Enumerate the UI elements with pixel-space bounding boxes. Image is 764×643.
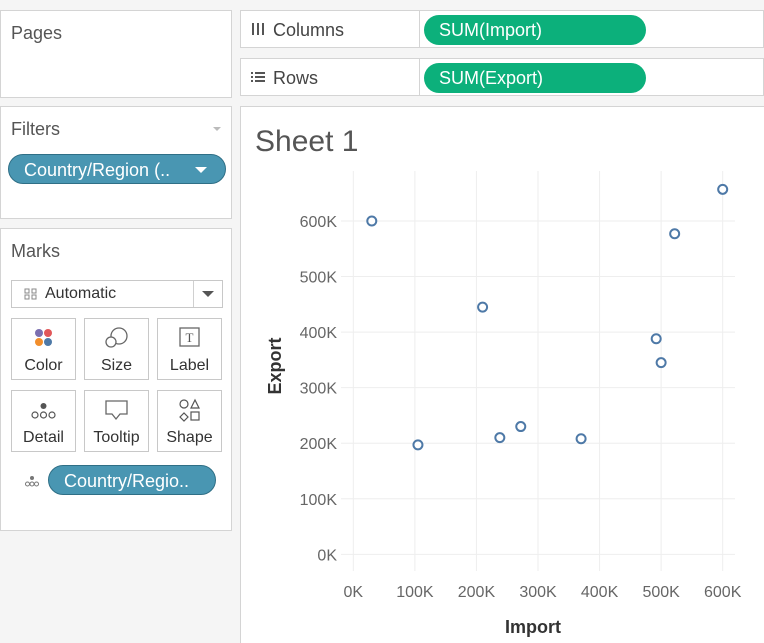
tooltip-label: Tooltip	[93, 429, 140, 446]
rows-divider	[419, 59, 420, 95]
columns-pill-label: SUM(Import)	[439, 20, 542, 40]
detail-pill-label: Country/Regio..	[64, 471, 190, 491]
size-button[interactable]: Size	[84, 318, 149, 380]
filter-pill-label: Country/Region (..	[24, 160, 171, 180]
label-label: Label	[169, 357, 210, 374]
filters-title: Filters	[11, 119, 60, 139]
x-tick-label: 100K	[396, 584, 434, 601]
y-tick-label: 100K	[300, 492, 338, 509]
detail-button[interactable]: Detail	[11, 390, 76, 452]
y-tick-label: 400K	[300, 325, 338, 342]
data-point[interactable]	[412, 439, 424, 451]
x-tick-label: 0K	[344, 584, 364, 601]
tooltip-button[interactable]: Tooltip	[84, 390, 149, 452]
shape-button[interactable]: Shape	[157, 390, 222, 452]
x-tick-label: 500K	[642, 584, 680, 601]
columns-shelf[interactable]: Columns SUM(Import)	[240, 10, 764, 48]
size-label: Size	[100, 357, 133, 374]
data-point[interactable]	[717, 183, 729, 195]
detail-label: Detail	[23, 429, 64, 446]
y-tick-label: 200K	[300, 436, 338, 453]
data-point[interactable]	[494, 432, 506, 444]
color-icon	[35, 329, 52, 346]
filter-pill-country-region[interactable]: Country/Region (..	[8, 154, 226, 184]
label-icon: T	[179, 327, 200, 347]
pages-title: Pages	[11, 23, 63, 43]
x-tick-label: 600K	[704, 584, 742, 601]
rows-pill-label: SUM(Export)	[439, 68, 544, 88]
y-tick-label: 0K	[317, 547, 337, 564]
size-icon	[105, 327, 128, 348]
marks-title: Marks	[11, 241, 60, 261]
detail-field-icon	[25, 476, 39, 487]
data-point[interactable]	[650, 333, 662, 345]
rows-icon	[251, 72, 265, 82]
scatter-chart[interactable]: 0K 100K 200K 300K 400K 500K 600K 0K 100K 200K 300K…	[241, 107, 764, 643]
automatic-mark-icon	[24, 288, 37, 300]
sheet-title: Sheet 1	[255, 125, 359, 158]
y-tick-label: 500K	[300, 270, 338, 287]
y-axis-title: Export	[265, 337, 285, 394]
detail-pill-country-region[interactable]: Country/Regio..	[48, 465, 216, 495]
mark-type-divider	[193, 281, 194, 307]
columns-divider	[419, 11, 420, 47]
data-point[interactable]	[366, 215, 378, 227]
rows-shelf[interactable]: Rows SUM(Export)	[240, 58, 764, 96]
data-point[interactable]	[515, 421, 527, 433]
marks-card: Marks Automatic Color Size T	[0, 228, 232, 531]
svg-text:T: T	[186, 330, 194, 345]
shape-label: Shape	[166, 429, 213, 446]
x-axis-title: Import	[505, 617, 561, 637]
data-point[interactable]	[575, 433, 587, 445]
chevron-down-icon[interactable]	[202, 291, 214, 297]
columns-pill-sum-import[interactable]: SUM(Import)	[424, 15, 646, 45]
shape-icon	[179, 398, 200, 422]
chevron-down-icon[interactable]	[195, 167, 207, 173]
data-point[interactable]	[655, 357, 667, 369]
tooltip-icon	[105, 400, 128, 421]
x-tick-label: 200K	[458, 584, 496, 601]
sheet-view[interactable]: Sheet 1 0K 100K 200K 300K 400K 500K 600K 0K 100K…	[240, 106, 764, 643]
rows-pill-sum-export[interactable]: SUM(Export)	[424, 63, 646, 93]
data-point[interactable]	[477, 301, 489, 313]
filters-shelf[interactable]: Filters Country/Region (..	[0, 106, 232, 219]
columns-icon	[252, 23, 264, 35]
label-button[interactable]: T Label	[157, 318, 222, 380]
mark-type-dropdown[interactable]: Automatic	[11, 280, 223, 308]
rows-label: Rows	[273, 68, 319, 88]
detail-icon	[31, 403, 56, 419]
x-tick-label: 300K	[519, 584, 557, 601]
filters-menu-icon[interactable]	[213, 127, 221, 131]
y-tick-label: 600K	[300, 214, 338, 231]
mark-type-label: Automatic	[45, 285, 117, 302]
color-button[interactable]: Color	[11, 318, 76, 380]
data-point[interactable]	[669, 228, 681, 240]
x-tick-label: 400K	[581, 584, 619, 601]
columns-label: Columns	[273, 20, 345, 40]
pages-shelf[interactable]: Pages	[0, 10, 232, 98]
y-tick-label: 300K	[300, 381, 338, 398]
color-label: Color	[24, 357, 63, 374]
